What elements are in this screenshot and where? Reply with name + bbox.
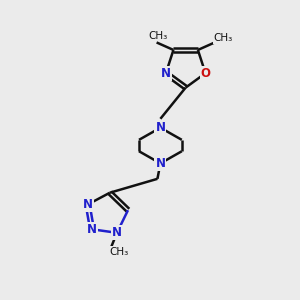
Text: CH₃: CH₃ — [109, 247, 128, 257]
Text: CH₃: CH₃ — [148, 31, 168, 41]
Text: O: O — [200, 67, 211, 80]
Text: N: N — [161, 67, 171, 80]
Text: CH₃: CH₃ — [213, 33, 233, 43]
Text: N: N — [112, 226, 122, 239]
Text: N: N — [87, 223, 97, 236]
Text: N: N — [155, 121, 165, 134]
Text: N: N — [83, 198, 93, 211]
Text: N: N — [155, 157, 165, 170]
